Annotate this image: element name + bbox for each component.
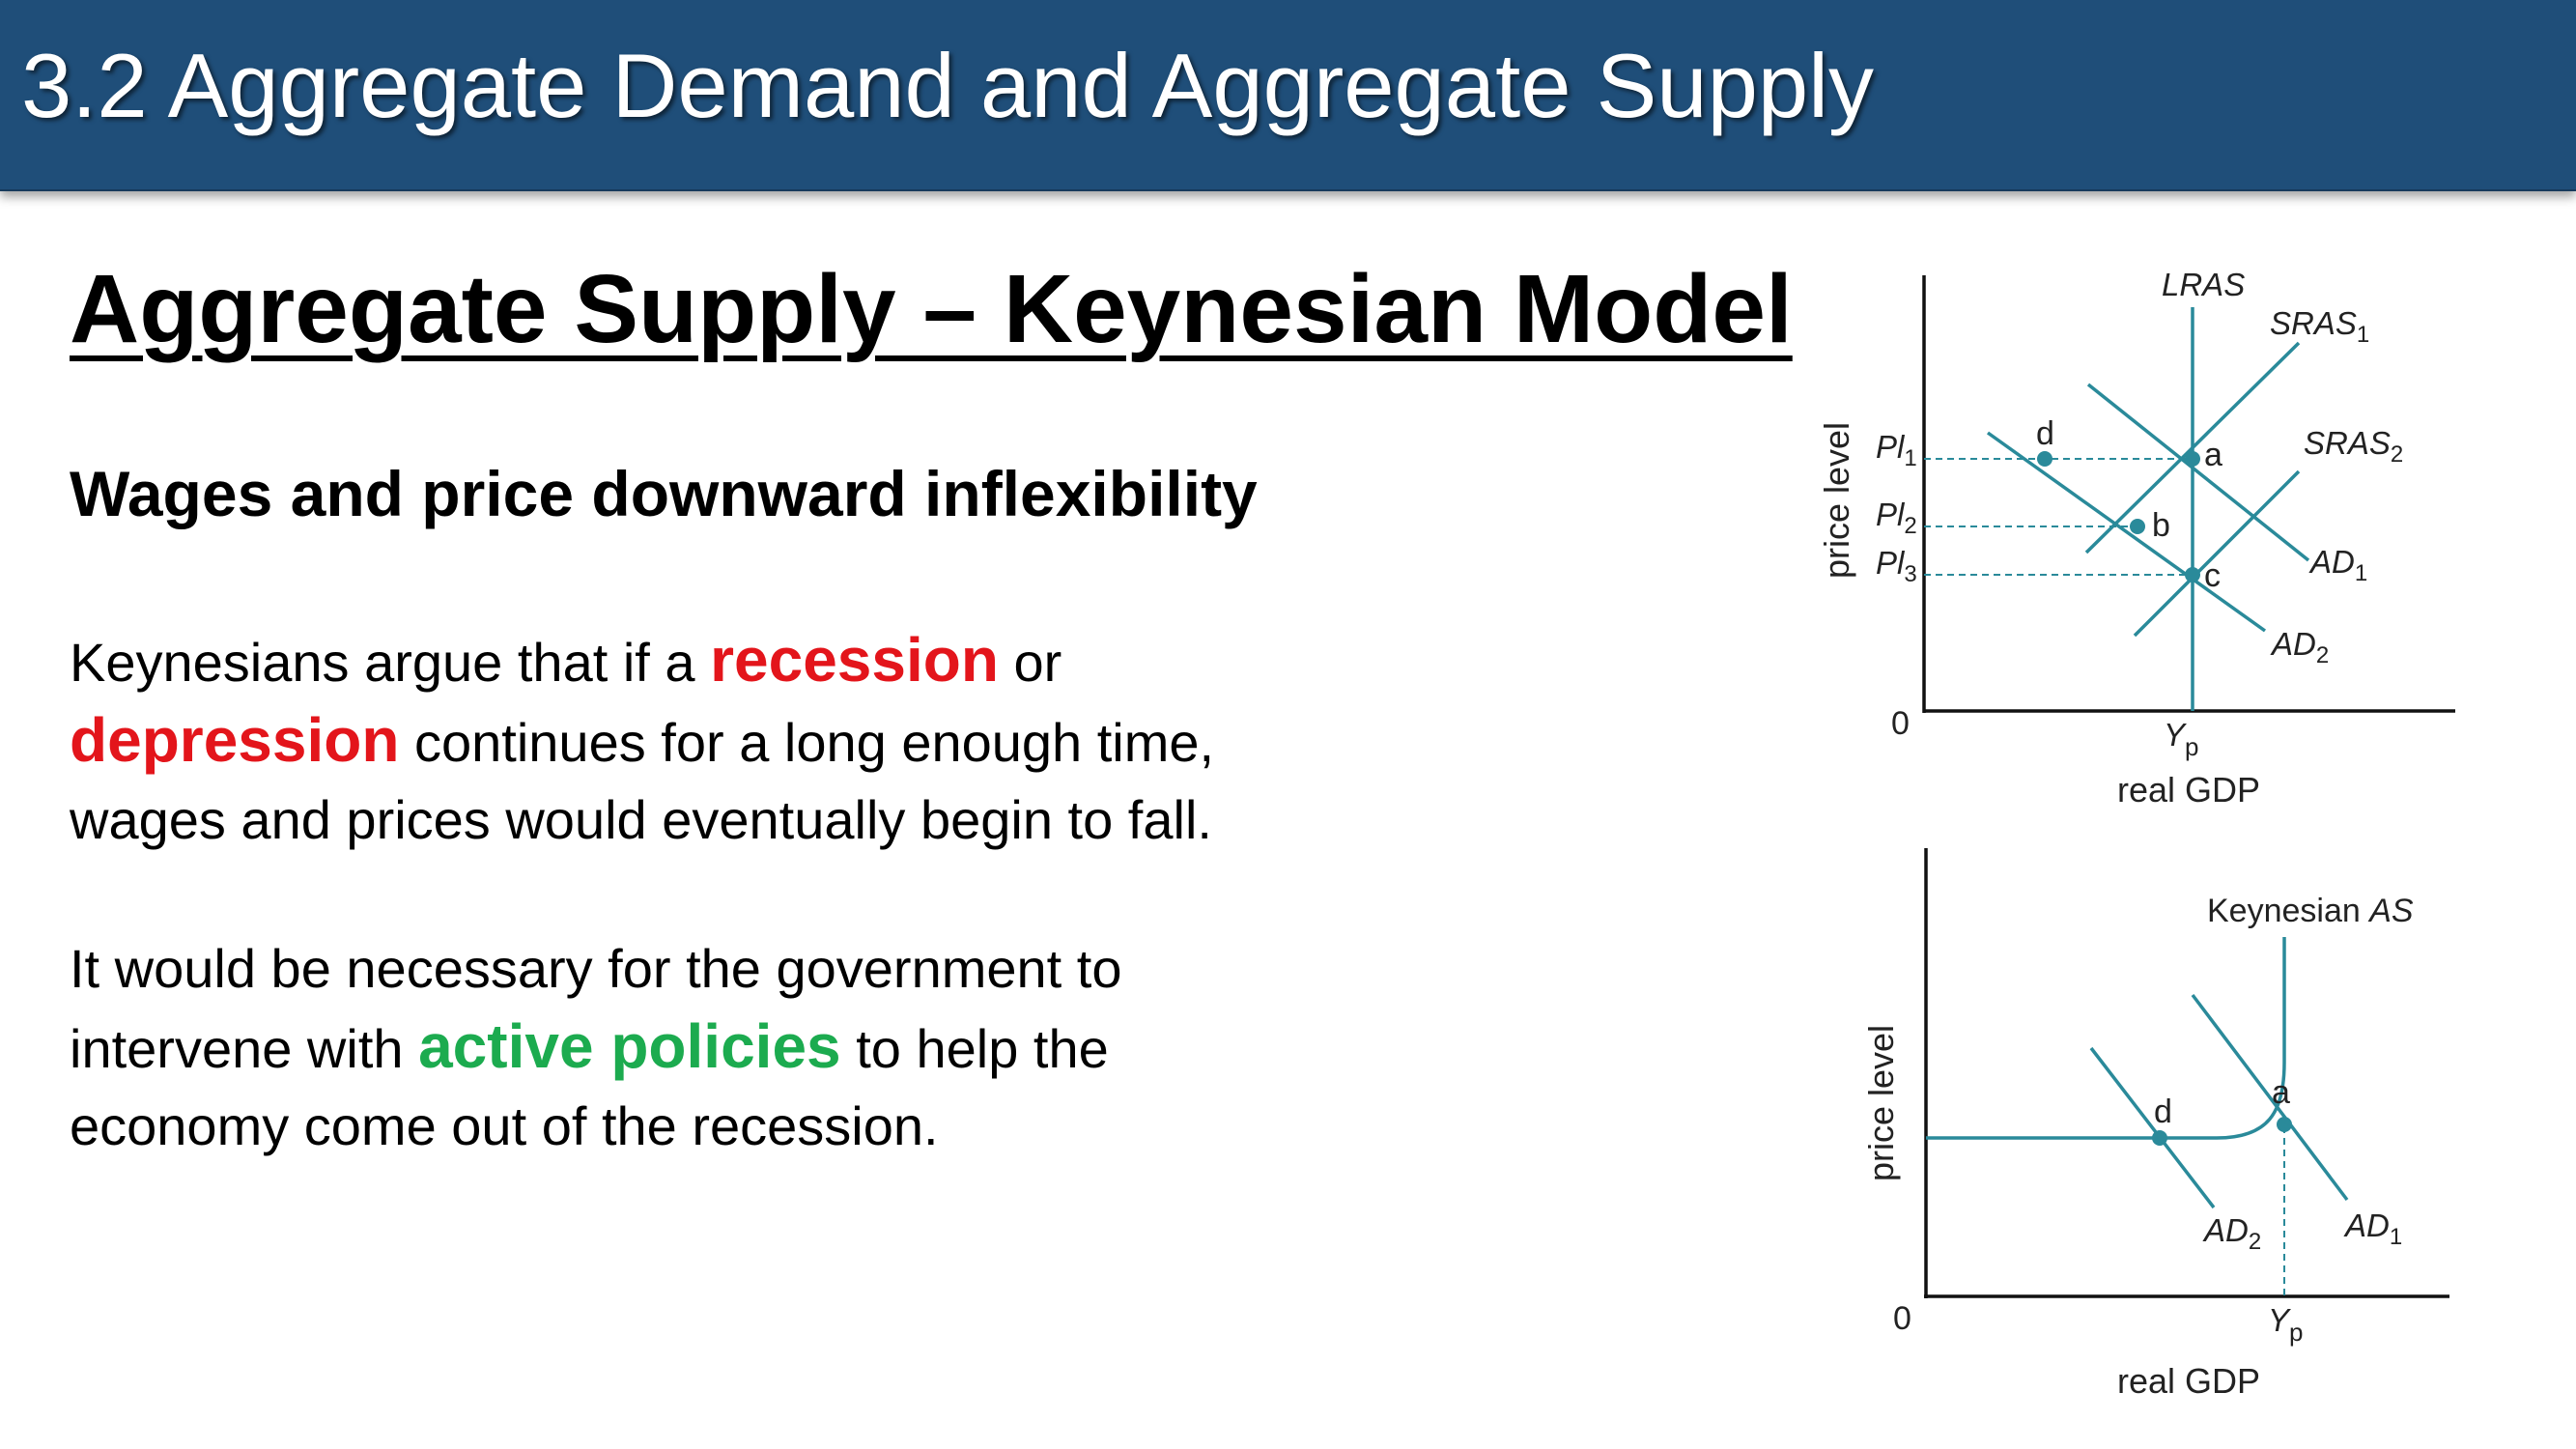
- point-label-d: d: [2154, 1094, 2172, 1130]
- term-recession: recession: [710, 625, 999, 695]
- origin-label: 0: [1891, 705, 1910, 742]
- ad1-label: AD1: [2308, 544, 2367, 586]
- point-d: [2037, 451, 2052, 467]
- point-label-d: d: [2036, 415, 2054, 452]
- pl2-label: Pl2: [1876, 497, 1917, 539]
- x-axis-label: real GDP: [2117, 1361, 2260, 1401]
- point-label-b: b: [2152, 507, 2170, 544]
- sras1-curve: [2084, 341, 2301, 554]
- ad1-curve: [2191, 993, 2349, 1202]
- pl3-label: Pl3: [1876, 545, 1917, 587]
- point-label-c: c: [2204, 557, 2221, 594]
- point-label-a: a: [2272, 1074, 2290, 1111]
- sras1-label: SRAS1: [2270, 305, 2369, 348]
- keynesian-as-label: Keynesian AS: [2207, 893, 2414, 929]
- para1-text: or: [998, 632, 1062, 693]
- point-b: [2130, 519, 2145, 534]
- sras2-label: SRAS2: [2304, 425, 2403, 468]
- sras2-curve: [2133, 469, 2301, 638]
- yp-tick-label: Yp: [2268, 1302, 2303, 1347]
- ad2-curve: [2089, 1046, 2216, 1209]
- lras-label: LRAS: [2162, 267, 2245, 302]
- subheading: Wages and price downward inflexibility: [70, 458, 1258, 529]
- slide-title: 3.2 Aggregate Demand and Aggregate Suppl…: [21, 35, 1875, 136]
- para2-text: intervene with: [70, 1018, 419, 1079]
- para2-text: It would be necessary for the government…: [70, 938, 1122, 999]
- yp-tick-label: Yp: [2164, 717, 2198, 761]
- para2-text: economy come out of the recession.: [70, 1095, 939, 1156]
- term-active-policies: active policies: [418, 1011, 841, 1081]
- para1-text: continues for a long enough time,: [399, 712, 1215, 773]
- origin-label: 0: [1893, 1300, 1911, 1337]
- point-label-a: a: [2204, 437, 2222, 473]
- graph-lras-sras: a b c d LRAS SRAS1 SRAS2 AD1 AD2 Pl1 Pl2…: [1817, 267, 2455, 810]
- point-c: [2185, 567, 2200, 582]
- x-axis-label: real GDP: [2117, 770, 2260, 810]
- keynesian-as-curve: [1926, 937, 2286, 1140]
- pl1-label: Pl1: [1876, 429, 1917, 471]
- graph-keynesian-as: a d Keynesian AS AD1 AD2 Yp 0 real GDP p…: [1861, 848, 2449, 1401]
- point-d: [2152, 1130, 2167, 1146]
- paragraph-recession: Keynesians argue that if a recession or d…: [70, 621, 1214, 859]
- y-axis-label: price level: [1861, 1025, 1901, 1181]
- para1-text: Keynesians argue that if a: [70, 632, 711, 693]
- ad1-curve: [2086, 383, 2310, 562]
- point-a: [2185, 451, 2200, 467]
- ad2-label: AD2: [2202, 1212, 2261, 1255]
- para1-text: wages and prices would eventually begin …: [70, 789, 1212, 850]
- point-a: [2277, 1117, 2292, 1132]
- ad2-label: AD2: [2270, 626, 2329, 668]
- para2-text: to help the: [840, 1018, 1109, 1079]
- ad2-curve: [1986, 431, 2267, 633]
- y-axis-label: price level: [1817, 422, 1856, 579]
- section-heading: Aggregate Supply – Keynesian Model: [70, 255, 1793, 363]
- title-bar: 3.2 Aggregate Demand and Aggregate Suppl…: [0, 0, 2576, 191]
- term-depression: depression: [70, 705, 400, 775]
- paragraph-government: It would be necessary for the government…: [70, 930, 1121, 1165]
- ad1-label: AD1: [2343, 1208, 2402, 1250]
